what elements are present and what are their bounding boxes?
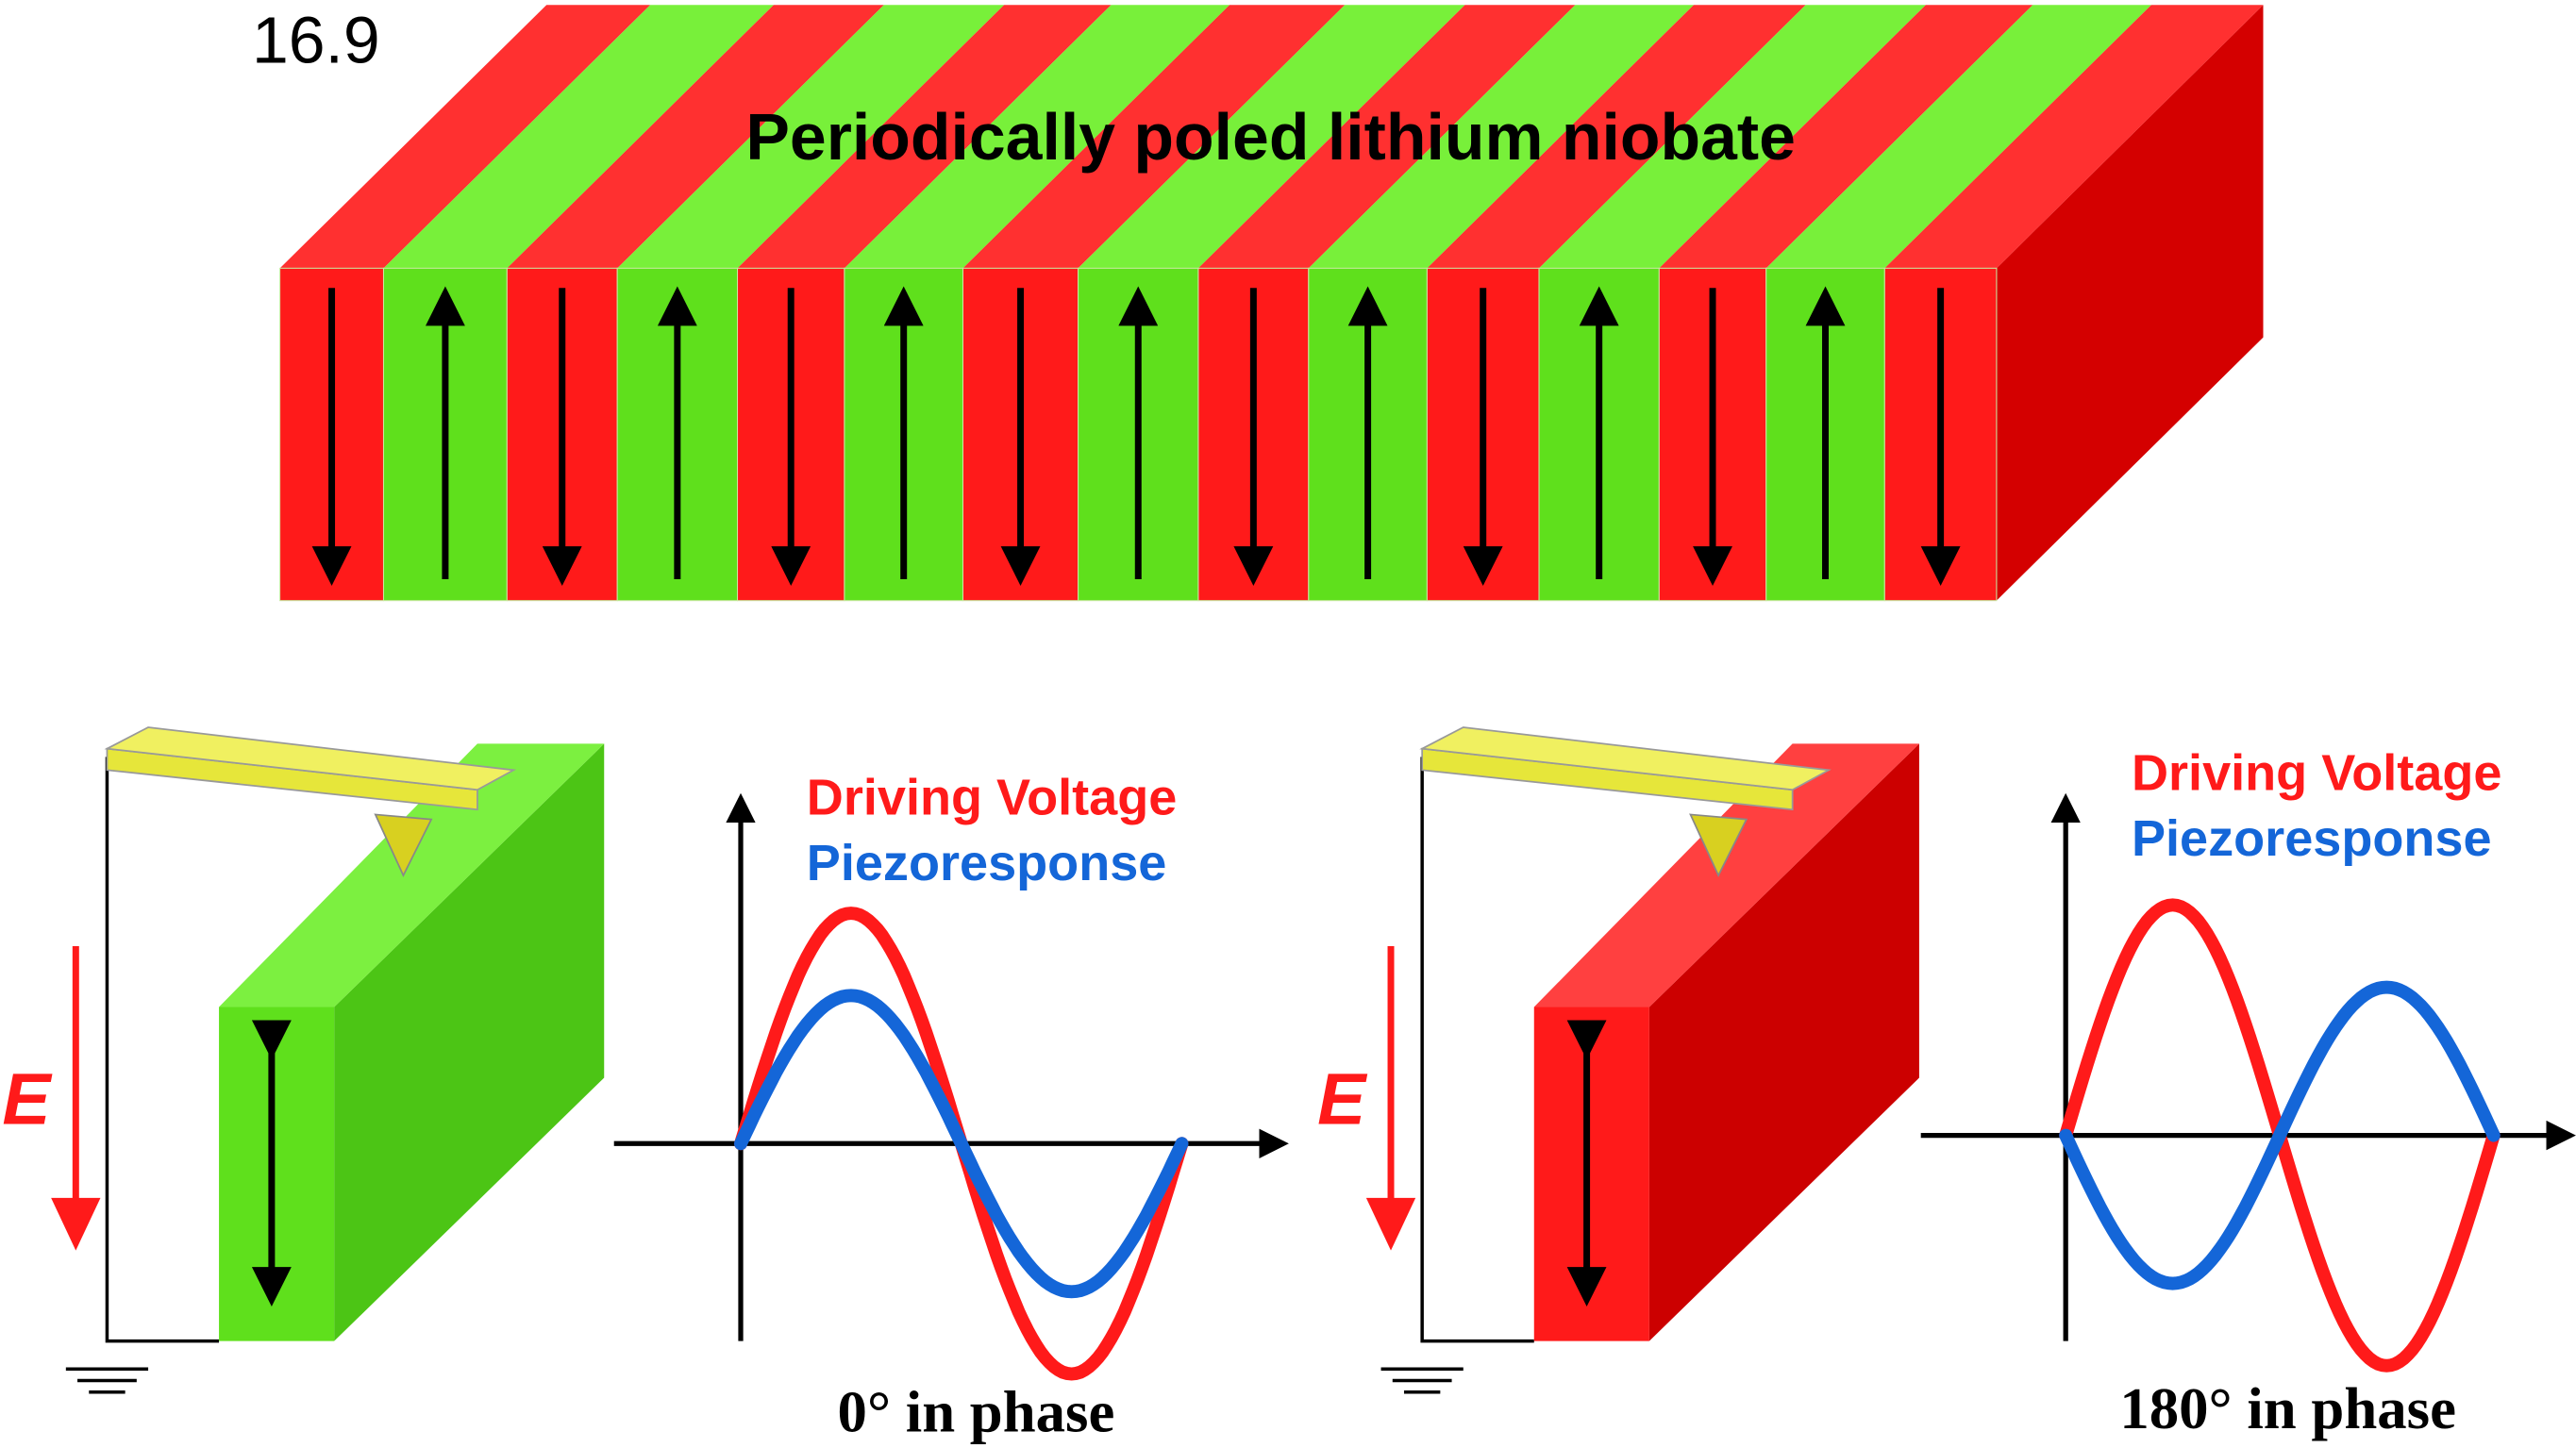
arrow-down-icon bbox=[1365, 1197, 1416, 1251]
block-side bbox=[1648, 743, 1919, 1341]
stripe-top bbox=[383, 5, 774, 269]
afm-tip bbox=[374, 813, 433, 877]
legend-driving-voltage: Driving Voltage bbox=[807, 769, 1178, 825]
circuit-wire bbox=[105, 757, 220, 1343]
ppln-crystal bbox=[279, 5, 2264, 602]
crystal-title: Periodically poled lithium niobate bbox=[745, 100, 1796, 174]
piezoresponse-curve bbox=[2059, 980, 2501, 1290]
domain-block bbox=[1533, 1007, 1649, 1341]
phase-caption: 0° in phase bbox=[838, 1379, 1115, 1445]
field-label: E bbox=[2, 1059, 53, 1140]
legend-piezoresponse: Piezoresponse bbox=[2132, 810, 2492, 867]
phase-caption: 180° in phase bbox=[2119, 1375, 2456, 1441]
stripe-top bbox=[1427, 5, 1806, 269]
stripe-top bbox=[1197, 5, 1576, 269]
stripe-top bbox=[737, 5, 1112, 269]
legend-piezoresponse: Piezoresponse bbox=[807, 835, 1167, 891]
block-side bbox=[334, 743, 605, 1341]
stripe-top bbox=[962, 5, 1346, 269]
block-top bbox=[219, 743, 605, 1007]
stripe-top bbox=[1659, 5, 2033, 269]
cantilever-top bbox=[1419, 726, 1832, 791]
circuit-wire bbox=[1420, 757, 1534, 1343]
stripe-top bbox=[279, 5, 651, 269]
stripe-top bbox=[1884, 5, 2264, 269]
crystal-side-face bbox=[1996, 5, 2264, 601]
panel-out-of-phase: E Driving Voltage Piezoresponse 180° in pha… bbox=[1317, 726, 2576, 1441]
panel-in-phase: E Driving Voltage Piezoresponse 0° in phase bbox=[2, 726, 1289, 1445]
figure-number: 16.9 bbox=[252, 3, 380, 76]
field-label: E bbox=[1317, 1059, 1368, 1140]
stripe-top bbox=[1539, 5, 1926, 269]
cantilever-top bbox=[104, 726, 517, 791]
arrow-down-icon bbox=[51, 1197, 101, 1251]
stripe-top bbox=[1765, 5, 2151, 269]
stripe-top bbox=[507, 5, 884, 269]
legend-driving-voltage: Driving Voltage bbox=[2132, 744, 2502, 801]
piezoresponse-curve bbox=[734, 989, 1189, 1299]
block-top bbox=[1533, 743, 1919, 1007]
domain-block bbox=[219, 1007, 335, 1341]
stripe-top bbox=[844, 5, 1230, 269]
stripe-top bbox=[617, 5, 1005, 269]
stripe-top bbox=[1078, 5, 1465, 269]
stripe-top bbox=[1308, 5, 1694, 269]
afm-tip bbox=[1689, 813, 1748, 877]
